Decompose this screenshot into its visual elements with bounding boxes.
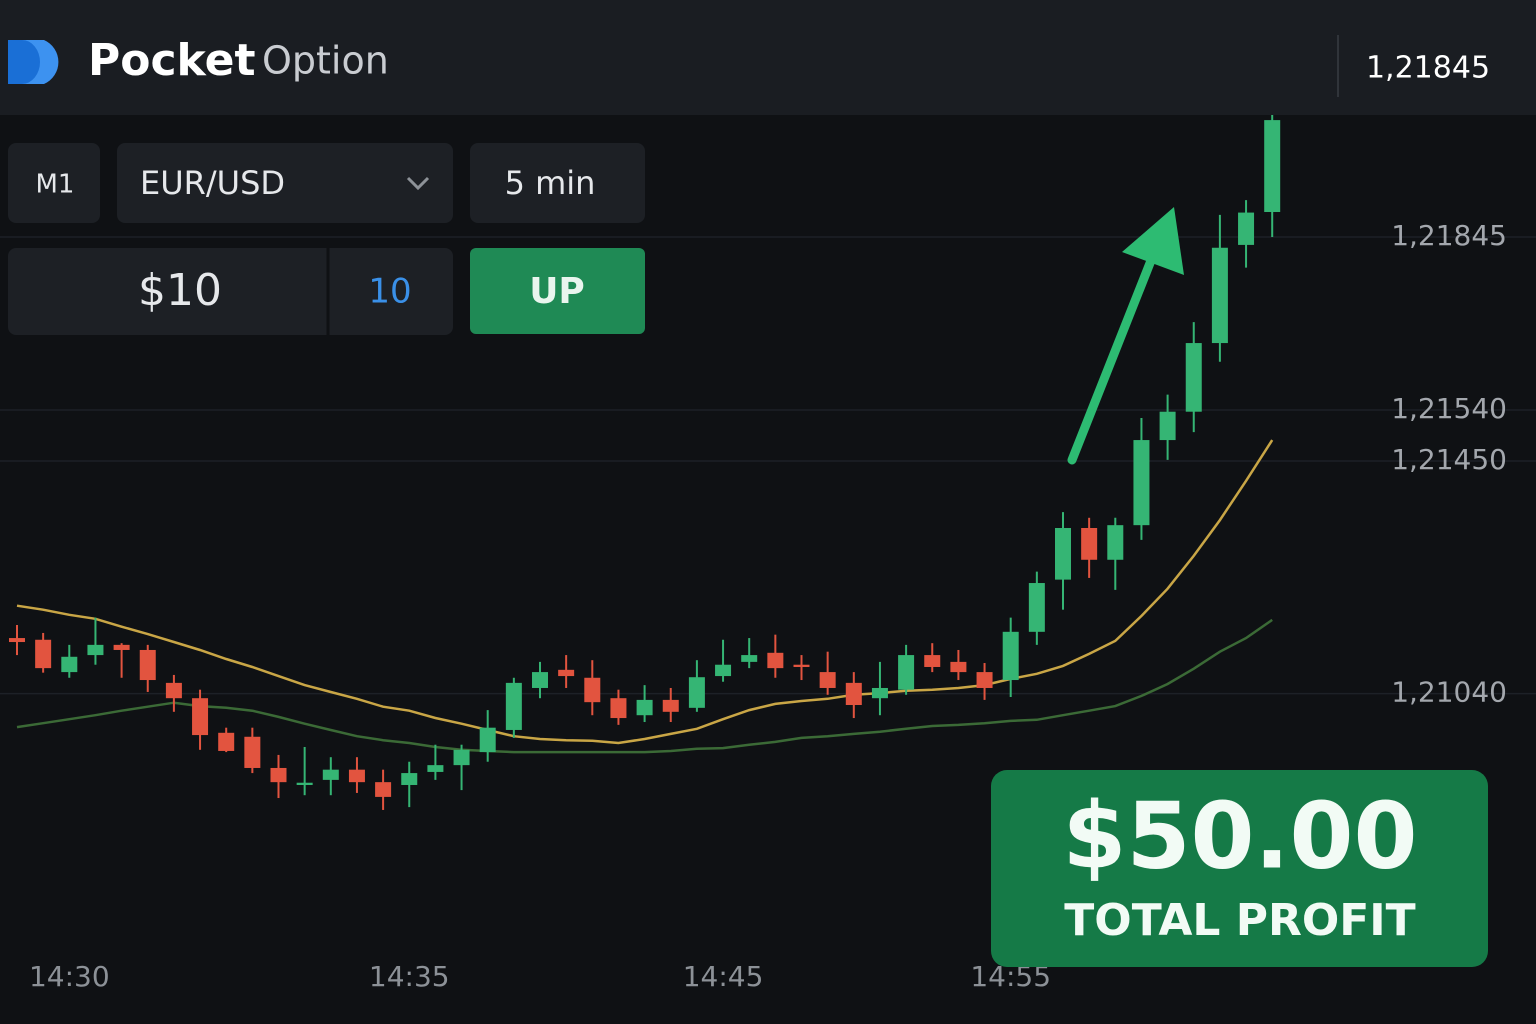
candle-body [1133,440,1150,526]
candle-body [348,769,365,783]
top-bar [0,0,1536,115]
timeframe-label: M1 [36,170,75,200]
candle-body [113,644,130,650]
candle-body [715,664,732,677]
candle-body [1159,411,1176,441]
candle-body [871,687,888,699]
candle-body [1264,120,1281,213]
candle-body [139,649,156,681]
candle-body [87,644,104,656]
y-tick-label: 1,21040 [1391,676,1507,709]
profit-amount: $50.00 [1062,782,1417,889]
candle-body [322,769,339,780]
candle-body [1211,247,1228,344]
moving-average [16,439,1274,745]
candle-body [1028,583,1045,632]
chart: 1,21845 1,21540 1,21450 1,21040 14:30 14:35 14… [0,107,1536,993]
x-tick-label: 14:30 [29,960,110,993]
candle-body [244,736,261,768]
candle-body [558,669,575,677]
trend-arrow-shaft [1067,253,1157,465]
brand-light: Option [262,39,389,83]
candle-body [479,727,496,753]
multiplier-label: 10 [368,272,411,312]
candle-body [165,682,182,699]
candle-body [218,732,235,751]
candle-body [767,652,784,669]
x-tick-label: 14:45 [683,960,764,993]
candle-body [9,638,25,643]
candle-body [819,672,836,688]
up-button[interactable] [470,248,645,334]
amount-label: $10 [138,265,222,316]
trend-arrow-head [1122,207,1184,275]
candle-body [61,656,78,673]
candle-body [1081,528,1098,560]
candle-body [270,767,287,783]
duration-label: 5 min [505,164,596,202]
asset-select[interactable] [117,143,453,223]
candle-body [950,661,967,673]
candle-body [741,655,758,662]
candle-body [584,677,601,703]
amount-input[interactable] [8,248,453,335]
candle-body [453,749,470,766]
candle-body [532,672,548,688]
timeframe-button[interactable] [8,143,100,223]
brand-bold: Pocket [88,35,256,86]
current-price: 1,21845 [1366,51,1490,86]
candle-body [924,655,941,667]
candle-body [427,765,444,772]
y-tick-label: 1,21845 [1391,219,1507,252]
duration-button[interactable] [470,143,645,223]
profit-label: TOTAL PROFIT [1064,895,1415,946]
candle-body [793,664,810,667]
candle-body [375,782,392,797]
y-tick-label: 1,21450 [1391,443,1507,476]
candle-body [636,699,653,716]
candle-body [1107,525,1124,560]
candle-body [505,682,522,730]
candle-body [845,682,862,705]
candle-body [296,782,313,785]
candle-body [610,698,627,719]
up-button-label: UP [529,271,585,312]
candle-body [662,699,679,712]
candle-body [976,672,993,688]
chevron [406,176,430,191]
candle-body [35,639,52,669]
candle-body [401,773,418,785]
candle-body [1002,631,1019,681]
candle-body [1185,343,1202,412]
logo-icon-front [22,40,59,84]
asset-label: EUR/USD [140,164,285,202]
candle-body [1238,212,1255,245]
candle-body [1055,528,1071,580]
x-tick-label: 14:35 [369,960,450,993]
candle-body [688,677,705,708]
candle-body [898,655,915,690]
y-tick-label: 1,21540 [1391,392,1507,425]
candle-body [192,698,209,736]
moving-average [16,618,1273,754]
profit-card [991,770,1488,967]
